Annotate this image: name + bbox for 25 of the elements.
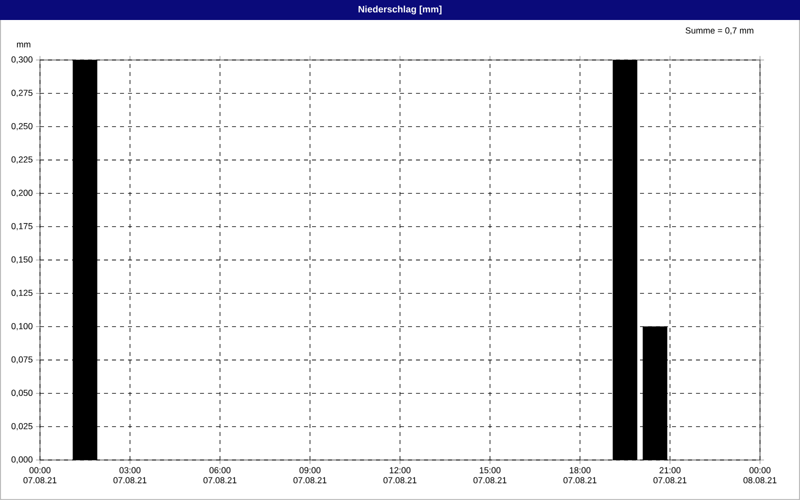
- y-tick-label: 0,025: [11, 423, 32, 430]
- x-tick-label: 00:00 07.08.21: [23, 467, 56, 484]
- y-tick-label: 0,150: [11, 256, 32, 264]
- x-tick-label: 03:00 07.08.21: [113, 467, 146, 484]
- y-tick-label: 0,275: [11, 90, 32, 97]
- y-tick-label: 0,125: [11, 290, 32, 297]
- y-tick-label: 0,200: [11, 190, 32, 197]
- y-tick-label: 0,225: [11, 156, 32, 164]
- y-tick-label: 0,075: [11, 356, 32, 364]
- text: Summe = 0,7 mm: [686, 27, 754, 35]
- x-tick-label: 00:00 08.08.21: [743, 467, 776, 484]
- x-tick-label: 21:00 07.08.21: [653, 467, 686, 484]
- x-tick-label: 09:00 07.08.21: [293, 467, 326, 484]
- y-tick-label: 0,250: [11, 123, 32, 130]
- y-tick-label: 0,300: [11, 56, 32, 64]
- y-tick-label: 0,100: [11, 323, 32, 330]
- y-tick-label: 0,050: [11, 390, 32, 397]
- x-tick-label: 15:00 07.08.21: [473, 467, 506, 484]
- y-axis-title: mm: [16, 42, 30, 48]
- y-tick-label: 0,000: [11, 456, 32, 464]
- chart-title: Niederschlag [mm]: [358, 6, 442, 14]
- x-tick-label: 12:00 07.08.21: [383, 467, 416, 484]
- x-tick-label: 06:00 07.08.21: [203, 467, 236, 484]
- x-tick-label: 18:00 07.08.21: [563, 467, 596, 484]
- y-tick-label: 0,175: [11, 223, 32, 230]
